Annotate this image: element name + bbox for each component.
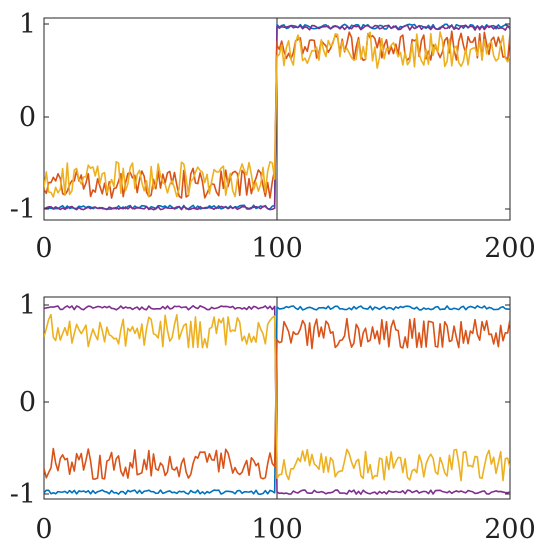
x-tick-label: 0 xyxy=(35,233,52,264)
y-tick-label: 0 xyxy=(19,102,36,133)
y-tick-label: 1 xyxy=(19,9,36,40)
y-tick-label: 1 xyxy=(19,290,36,321)
chart-panel-top: 0 100 200 1 0 -1 xyxy=(10,9,536,264)
series-line-3 xyxy=(44,317,510,480)
x-tick-label: 200 xyxy=(484,514,536,545)
series-line-2 xyxy=(44,24,510,211)
series-line-2 xyxy=(44,305,510,495)
x-tick-label: 200 xyxy=(484,233,536,264)
series-line-4 xyxy=(44,313,510,482)
series-line-1 xyxy=(44,305,510,495)
chart-panel-bottom: 0 100 200 1 0 -1 xyxy=(10,290,536,545)
x-tick-label: 100 xyxy=(251,233,303,264)
y-tick-label: -1 xyxy=(10,194,36,225)
series-line-4 xyxy=(44,31,510,198)
y-tick-label: -1 xyxy=(10,479,36,510)
x-tick-label: 100 xyxy=(251,514,303,545)
series-group xyxy=(44,305,510,495)
y-tick-label: 0 xyxy=(19,387,36,418)
series-group xyxy=(44,23,510,211)
x-tick-label: 0 xyxy=(35,514,52,545)
